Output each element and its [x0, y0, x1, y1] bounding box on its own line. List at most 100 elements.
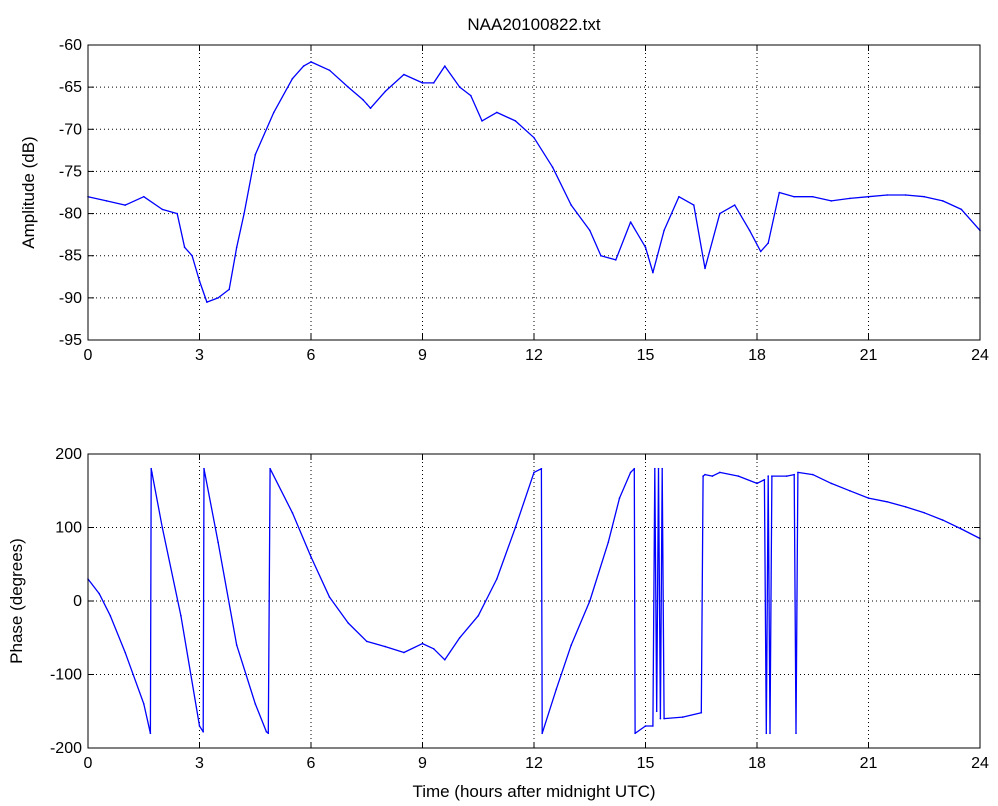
phase-y-tick-label: -200 — [50, 740, 82, 757]
chart-title: NAA20100822.txt — [467, 15, 601, 34]
phase-data-point — [291, 512, 294, 514]
phase-data-point — [149, 732, 152, 735]
amplitude-data-point — [733, 204, 736, 206]
amplitude-y-tick-label: -75 — [59, 163, 82, 180]
amplitude-data-point — [793, 195, 795, 198]
phase-data-point — [904, 506, 907, 508]
amplitude-data-point — [421, 82, 424, 84]
phase-data-point — [702, 475, 704, 477]
phase-data-point — [202, 731, 204, 733]
amplitude-x-tick-label: 9 — [418, 347, 427, 364]
phase-data-point — [769, 732, 771, 735]
phase-data-point — [867, 497, 870, 499]
amplitude-series — [87, 61, 981, 303]
phase-data-point — [150, 467, 152, 470]
amplitude-x-tick-label: 0 — [84, 347, 93, 364]
phase-data-point — [618, 497, 621, 499]
phase-data-point — [633, 467, 636, 470]
phase-panel: 0 3 6 9 12 15 18 21 24 200 100 0 -100 -200 Time (hour… — [7, 446, 989, 801]
amplitude-y-axis-label: Amplitude (dB) — [19, 136, 38, 248]
phase-data-point — [109, 614, 112, 617]
phase-data-point — [886, 501, 888, 503]
amplitude-x-tick-label: 3 — [195, 347, 204, 364]
amplitude-data-point — [767, 242, 769, 244]
phase-data-point — [180, 614, 182, 617]
phase-data-point — [830, 482, 833, 485]
phase-y-tick-label: 200 — [55, 446, 82, 463]
phase-data-point — [795, 732, 797, 735]
amplitude-x-tick-label: 6 — [307, 347, 316, 364]
amplitude-data-point — [273, 111, 275, 114]
phase-data-point — [541, 732, 543, 735]
phase-data-point — [570, 644, 572, 646]
phase-data-point — [765, 732, 768, 735]
phase-data-point — [254, 703, 257, 705]
phase-x-axis-label: Time (hours after midnight UTC) — [412, 782, 655, 801]
amplitude-series-line — [87, 61, 981, 303]
amplitude-data-point — [629, 221, 632, 223]
phase-data-point — [328, 596, 331, 599]
amplitude-data-point — [347, 86, 350, 88]
phase-data-point — [607, 541, 610, 543]
amplitude-data-point — [960, 208, 963, 211]
amplitude-data-point — [678, 195, 680, 198]
phase-x-tick-label: 18 — [748, 755, 766, 772]
phase-data-point — [652, 725, 654, 727]
amplitude-y-tick-label: -90 — [59, 290, 82, 307]
phase-x-tick-label: 0 — [84, 755, 93, 772]
amplitude-data-point — [904, 194, 907, 196]
amplitude-data-point — [812, 195, 814, 198]
phase-data-point — [267, 732, 270, 735]
phase-series — [87, 467, 981, 735]
amplitude-x-tick-label: 12 — [525, 347, 543, 364]
amplitude-y-tick-label: -65 — [59, 79, 82, 96]
amplitude-data-point — [867, 195, 870, 198]
phase-data-point — [942, 519, 944, 521]
phase-data-point — [384, 645, 387, 648]
phase-x-tick-label: 6 — [307, 755, 316, 772]
phase-data-point — [634, 732, 636, 735]
amplitude-data-point — [228, 288, 230, 291]
phase-data-point — [629, 471, 632, 474]
phase-y-axis-label: Phase (degrees) — [7, 538, 26, 664]
phase-data-point — [644, 725, 647, 727]
amplitude-data-point — [570, 204, 572, 206]
amplitude-data-point — [124, 204, 126, 206]
amplitude-data-point — [551, 166, 554, 168]
amplitude-data-point — [886, 194, 888, 196]
phase-data-point — [124, 651, 126, 654]
amplitude-data-point — [496, 111, 498, 114]
amplitude-data-point — [693, 204, 695, 206]
phase-data-point — [657, 467, 660, 470]
phase-data-point — [421, 642, 424, 645]
amplitude-data-point — [198, 280, 201, 282]
amplitude-data-point — [444, 65, 446, 67]
amplitude-y-tick-label: -60 — [59, 37, 82, 54]
amplitude-data-point — [942, 200, 944, 202]
amplitude-data-point — [243, 212, 245, 215]
phase-data-point — [198, 725, 201, 727]
amplitude-y-tick-label: -85 — [59, 248, 82, 265]
phase-data-point — [923, 512, 926, 514]
amplitude-data-point — [600, 254, 602, 257]
phase-data-point — [771, 475, 773, 477]
amplitude-data-point — [470, 94, 472, 97]
phase-data-point — [663, 717, 665, 720]
phase-data-point — [793, 473, 795, 476]
amplitude-data-point — [217, 297, 219, 299]
amplitude-data-point — [432, 82, 435, 84]
phase-data-point — [540, 467, 543, 470]
phase-data-point — [533, 471, 535, 474]
amplitude-data-point — [923, 195, 926, 198]
phase-data-point — [756, 482, 758, 485]
amplitude-data-point — [291, 77, 294, 80]
phase-data-point — [654, 467, 656, 470]
amplitude-data-point — [589, 229, 591, 232]
phase-data-point — [265, 731, 268, 733]
phase-data-point — [151, 471, 153, 474]
amplitude-data-point — [481, 120, 483, 122]
phase-data-point — [514, 526, 517, 529]
phase-data-point — [496, 578, 498, 580]
amplitude-data-point — [369, 107, 372, 109]
phase-data-point — [235, 644, 238, 646]
